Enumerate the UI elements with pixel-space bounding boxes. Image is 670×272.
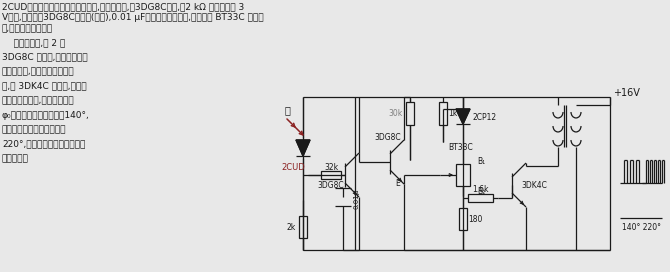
Text: 2CUD进行光电控制。当它受光照时,产生光电流,使3DG8C导通,在2 kΩ 电阻上产生 3: 2CUD进行光电控制。当它受光照时,产生光电流,使3DG8C导通,在2 kΩ 电…	[2, 2, 245, 11]
Bar	[299, 216, 307, 238]
Text: B₁: B₁	[477, 156, 485, 165]
Text: 1k: 1k	[448, 109, 458, 118]
Text: 3DG8C 都截止,双基极管振荡: 3DG8C 都截止,双基极管振荡	[2, 52, 88, 61]
Text: B₂: B₂	[477, 187, 485, 196]
Text: 2CUD: 2CUD	[281, 163, 305, 172]
Text: 1.6k: 1.6k	[472, 186, 488, 194]
Text: 32k: 32k	[324, 162, 338, 172]
Bar	[406, 102, 414, 125]
Text: 180: 180	[468, 215, 482, 224]
Text: 无脉冲输出部分的电角度为: 无脉冲输出部分的电角度为	[2, 125, 66, 134]
Text: 3DG8C: 3DG8C	[317, 181, 344, 190]
Bar	[321, 171, 341, 179]
Text: 220°,此触发脉冲波形送往可控: 220°,此触发脉冲波形送往可控	[2, 140, 85, 149]
Text: 形,经 3DK4C 放大后,终端输: 形,经 3DK4C 放大后,终端输	[2, 82, 86, 91]
Text: 140° 220°: 140° 220°	[622, 224, 661, 233]
Text: 0.01μ: 0.01μ	[354, 189, 360, 209]
Text: 3DG8C: 3DG8C	[375, 134, 401, 143]
Text: 光: 光	[285, 105, 291, 115]
Bar	[468, 194, 493, 202]
Text: 器正常工作,产生尖脉冲输出波: 器正常工作,产生尖脉冲输出波	[2, 67, 74, 76]
Polygon shape	[456, 109, 470, 124]
Text: 出触发脉冲波形,如图所示。有: 出触发脉冲波形,如图所示。有	[2, 96, 74, 105]
Text: BT33C: BT33C	[449, 143, 474, 152]
Bar	[459, 208, 467, 230]
Text: φ₀冲输出部分的电角度为140°,: φ₀冲输出部分的电角度为140°,	[2, 110, 90, 119]
Bar	[456, 164, 470, 186]
Text: 2k: 2k	[286, 222, 295, 231]
Text: +16V: +16V	[612, 88, 639, 98]
Text: 若没有光照,则 2 个: 若没有光照,则 2 个	[2, 38, 65, 47]
Text: 荡,线路终端无输出。: 荡,线路终端无输出。	[2, 24, 53, 33]
Text: E: E	[395, 178, 401, 187]
Text: 硅逆变器。: 硅逆变器。	[2, 154, 29, 163]
Text: 3DK4C: 3DK4C	[521, 181, 547, 190]
Bar	[439, 102, 447, 125]
Text: 30k: 30k	[389, 109, 403, 118]
Polygon shape	[296, 140, 310, 156]
Text: 2CP12: 2CP12	[473, 113, 497, 122]
Text: V压降,使下一个3DG8C也导通(饱和),0.01 μF电容两端近似短路,双基极管 BT33C 停止振: V压降,使下一个3DG8C也导通(饱和),0.01 μF电容两端近似短路,双基极…	[2, 13, 263, 22]
